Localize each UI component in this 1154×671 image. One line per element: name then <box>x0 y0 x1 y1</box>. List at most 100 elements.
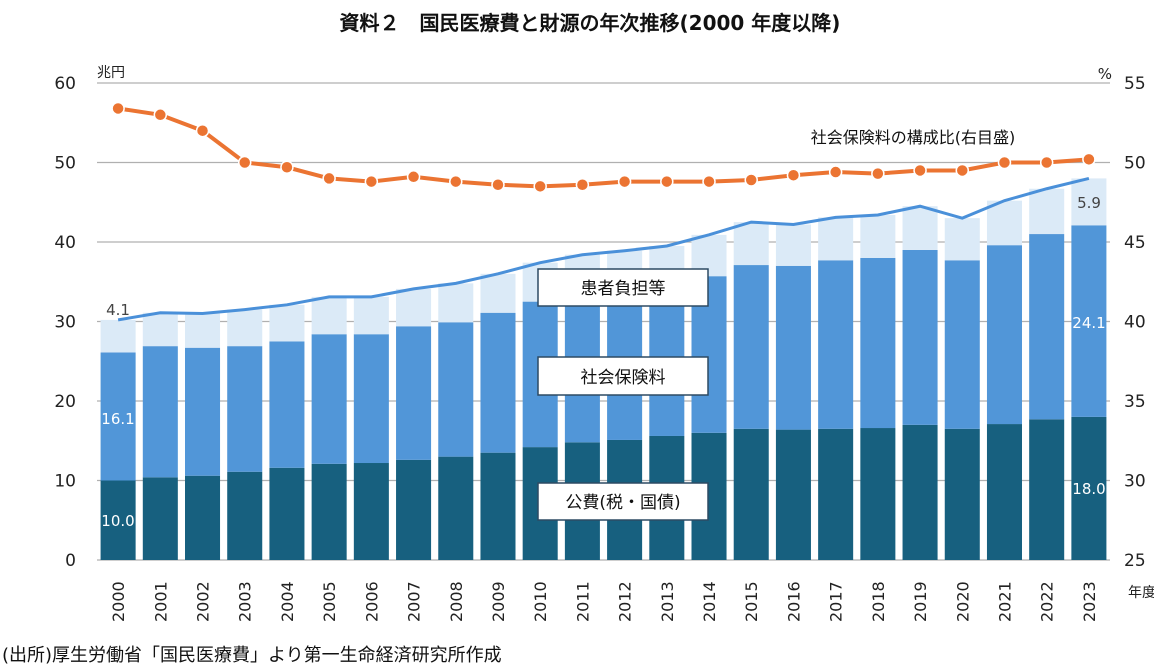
ratio-point <box>617 174 632 189</box>
bar-2006 <box>353 334 389 464</box>
ratio-point <box>406 170 421 184</box>
label-2023-insurance: 24.1 <box>1072 314 1105 332</box>
bar-2022 <box>1029 419 1065 560</box>
x-tick-label: 2008 <box>447 581 466 622</box>
bar-2001 <box>142 312 178 347</box>
right-axis-unit: % <box>1098 65 1112 83</box>
x-tick-label: 2021 <box>995 581 1014 622</box>
bar-2023 <box>1071 178 1107 226</box>
legend-box-insurance: 社会保険料 <box>537 356 709 396</box>
bar-2016 <box>775 265 811 430</box>
chart-title: 資料２ 国民医療費と財源の年次推移(2000 年度以降) <box>340 11 841 35</box>
source-note: (出所)厚生労働省「国民医療費」より第一生命経済研究所作成 <box>2 645 502 666</box>
left-axis-unit: 兆円 <box>97 65 125 81</box>
ratio-point <box>702 174 716 189</box>
x-tick-label: 2002 <box>194 581 213 622</box>
bar-2002 <box>185 475 221 560</box>
ratio-point <box>491 178 505 192</box>
y-tick-right: 30 <box>1124 472 1146 492</box>
bar-2023 <box>1071 416 1107 560</box>
legend-label-insurance: 社会保険料 <box>581 368 666 388</box>
bar-2005 <box>311 296 347 335</box>
y-tick-left: 40 <box>54 233 76 253</box>
bar-2017 <box>818 428 854 560</box>
ratio-point <box>997 155 1012 170</box>
y-tick-right: 25 <box>1124 551 1146 571</box>
label-2000-public: 10.0 <box>101 512 134 530</box>
bar-2020 <box>944 260 980 429</box>
bar-2002 <box>185 313 221 348</box>
ratio-point <box>575 178 590 192</box>
label-2000-patient: 4.1 <box>106 301 130 319</box>
bar-2003 <box>227 346 263 472</box>
y-tick-right: 50 <box>1124 154 1146 174</box>
bar-2019 <box>902 249 938 425</box>
bar-2000 <box>100 352 136 481</box>
line-series-label: 社会保険料の構成比(右目盛) <box>811 128 1016 147</box>
bar-2004 <box>269 341 305 468</box>
y-tick-right: 55 <box>1124 74 1146 94</box>
bar-2008 <box>438 283 474 323</box>
ratio-point <box>828 165 843 179</box>
ratio-point <box>786 168 801 182</box>
bar-2007 <box>396 459 432 560</box>
bar-2008 <box>438 456 474 560</box>
bar-2021 <box>986 245 1022 425</box>
bar-2017 <box>818 217 854 261</box>
bar-2021 <box>986 424 1022 560</box>
bar-2000 <box>100 319 136 353</box>
label-2000-insurance: 16.1 <box>101 410 134 428</box>
legend-box-public: 公費(税・国債) <box>537 482 709 521</box>
bar-2022 <box>1029 188 1065 235</box>
bar-2004 <box>269 304 305 342</box>
x-tick-label: 2009 <box>489 581 508 622</box>
x-tick-label: 2000 <box>109 581 128 622</box>
ratio-point <box>280 160 294 175</box>
bar-2018 <box>860 214 896 258</box>
bar-2023 <box>1071 225 1107 417</box>
y-tick-left: 10 <box>54 472 76 492</box>
x-tick-label: 2011 <box>573 581 592 622</box>
ratio-point <box>955 163 970 178</box>
ratio-point <box>237 155 252 170</box>
ratio-point <box>744 173 758 187</box>
bar-2006 <box>353 296 389 335</box>
bar-2005 <box>311 334 347 464</box>
bar-2003 <box>227 309 263 347</box>
bar-2022 <box>1029 234 1065 420</box>
legend-label-public: 公費(税・国債) <box>565 493 680 513</box>
bar-2020 <box>944 428 980 560</box>
bar-2002 <box>185 347 221 476</box>
ratio-line <box>117 106 1090 189</box>
x-tick-label: 2012 <box>616 581 635 622</box>
bar-2001 <box>142 477 178 560</box>
bar-2005 <box>311 463 347 560</box>
y-tick-left: 0 <box>65 551 76 571</box>
legend-label-patient: 患者負担等 <box>581 279 666 299</box>
ratio-point <box>533 179 547 194</box>
bar-2001 <box>142 346 178 478</box>
bar-2016 <box>775 224 811 266</box>
x-tick-label: 2022 <box>1038 581 1057 622</box>
bar-2006 <box>353 463 389 560</box>
label-2023-public: 18.0 <box>1072 480 1105 498</box>
x-tick-label: 2019 <box>911 581 930 622</box>
x-tick-label: 2010 <box>531 581 550 622</box>
ratio-point <box>153 108 168 122</box>
x-tick-label: 2014 <box>700 581 719 622</box>
ratio-point <box>364 174 379 189</box>
x-tick-label: 2020 <box>953 581 972 622</box>
bar-2007 <box>396 326 432 460</box>
ratio-point <box>1039 155 1054 170</box>
x-tick-label: 2006 <box>362 581 381 622</box>
ratio-point <box>195 123 210 138</box>
x-tick-label: 2017 <box>827 581 846 622</box>
x-tick-label: 2001 <box>151 581 170 622</box>
x-tick-label: 2007 <box>405 581 424 622</box>
ratio-point <box>449 174 463 189</box>
bar-2000 <box>100 480 136 560</box>
ratio-point <box>1082 152 1096 167</box>
x-tick-label: 2018 <box>869 581 888 622</box>
y-tick-left: 60 <box>54 74 76 94</box>
